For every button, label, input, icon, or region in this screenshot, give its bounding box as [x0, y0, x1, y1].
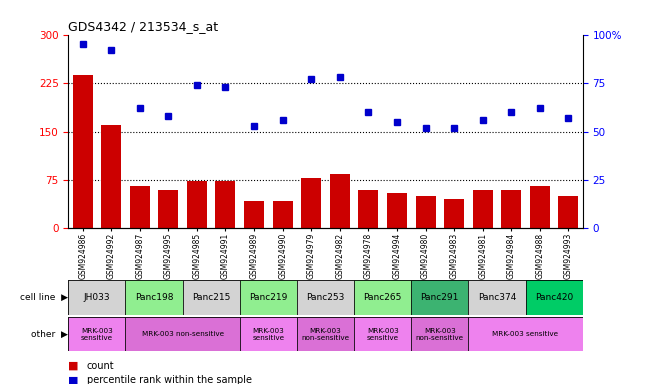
- Text: Panc219: Panc219: [249, 293, 288, 302]
- Text: Panc198: Panc198: [135, 293, 173, 302]
- Text: MRK-003
non-sensitive: MRK-003 non-sensitive: [416, 328, 464, 341]
- FancyBboxPatch shape: [411, 280, 468, 315]
- Text: count: count: [87, 361, 114, 371]
- Text: Panc215: Panc215: [192, 293, 230, 302]
- Text: Panc374: Panc374: [478, 293, 516, 302]
- FancyBboxPatch shape: [183, 280, 240, 315]
- Bar: [330, 174, 350, 228]
- FancyBboxPatch shape: [297, 317, 354, 351]
- FancyBboxPatch shape: [68, 317, 126, 351]
- Bar: [73, 74, 92, 228]
- Text: MRK-003 sensitive: MRK-003 sensitive: [492, 331, 559, 337]
- Text: Panc265: Panc265: [363, 293, 402, 302]
- Bar: [301, 178, 321, 228]
- Text: cell line  ▶: cell line ▶: [20, 293, 68, 302]
- Bar: [415, 196, 436, 228]
- Text: Panc291: Panc291: [421, 293, 459, 302]
- Text: Panc420: Panc420: [535, 293, 573, 302]
- Text: JH033: JH033: [83, 293, 110, 302]
- Bar: [130, 187, 150, 228]
- Text: MRK-003
sensitive: MRK-003 sensitive: [253, 328, 284, 341]
- Bar: [444, 199, 464, 228]
- Bar: [158, 190, 178, 228]
- FancyBboxPatch shape: [468, 317, 583, 351]
- Bar: [358, 190, 378, 228]
- Bar: [273, 201, 293, 228]
- FancyBboxPatch shape: [297, 280, 354, 315]
- FancyBboxPatch shape: [411, 317, 468, 351]
- Text: MRK-003
sensitive: MRK-003 sensitive: [367, 328, 398, 341]
- Bar: [387, 193, 407, 228]
- Text: MRK-003
non-sensitive: MRK-003 non-sensitive: [301, 328, 350, 341]
- Bar: [559, 196, 578, 228]
- Text: ■: ■: [68, 375, 79, 384]
- FancyBboxPatch shape: [468, 280, 525, 315]
- FancyBboxPatch shape: [240, 280, 297, 315]
- Text: MRK-003
sensitive: MRK-003 sensitive: [81, 328, 113, 341]
- FancyBboxPatch shape: [525, 280, 583, 315]
- Bar: [244, 201, 264, 228]
- Text: ■: ■: [68, 361, 79, 371]
- Bar: [187, 181, 207, 228]
- Text: Panc253: Panc253: [307, 293, 344, 302]
- Bar: [473, 190, 493, 228]
- FancyBboxPatch shape: [354, 317, 411, 351]
- FancyBboxPatch shape: [240, 317, 297, 351]
- FancyBboxPatch shape: [354, 280, 411, 315]
- Text: other  ▶: other ▶: [31, 329, 68, 339]
- Text: GDS4342 / 213534_s_at: GDS4342 / 213534_s_at: [68, 20, 219, 33]
- Bar: [501, 190, 521, 228]
- Text: percentile rank within the sample: percentile rank within the sample: [87, 375, 251, 384]
- Bar: [215, 181, 236, 228]
- Bar: [530, 187, 550, 228]
- Bar: [101, 125, 121, 228]
- FancyBboxPatch shape: [126, 317, 240, 351]
- Text: MRK-003 non-sensitive: MRK-003 non-sensitive: [141, 331, 224, 337]
- FancyBboxPatch shape: [126, 280, 183, 315]
- FancyBboxPatch shape: [68, 280, 126, 315]
